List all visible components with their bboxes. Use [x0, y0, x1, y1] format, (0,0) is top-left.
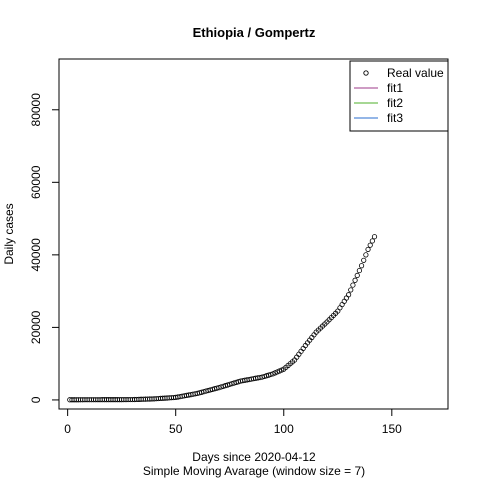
x-tick-label: 0 [64, 422, 71, 436]
data-point [363, 252, 369, 258]
data-point [369, 238, 375, 244]
data-point [371, 234, 378, 240]
legend-label: fit2 [387, 96, 403, 110]
x-tick-label: 150 [382, 422, 402, 436]
legend-label: fit1 [387, 81, 403, 95]
x-tick-label: 100 [274, 422, 294, 436]
data-point [350, 282, 356, 288]
chart-title: Ethiopia / Gompertz [193, 25, 316, 40]
data-point [268, 371, 274, 378]
y-tick-label: 20000 [29, 310, 43, 344]
data-point [345, 292, 352, 298]
data-point [358, 263, 365, 269]
data-point [361, 257, 367, 263]
data-point [354, 272, 360, 279]
x-axis-sublabel: Simple Moving Avarage (window size = 7) [143, 464, 365, 478]
y-axis-label: Daily cases [2, 203, 16, 264]
y-tick-label: 80000 [29, 93, 43, 127]
y-tick-label: 40000 [29, 238, 43, 272]
y-tick-label: 60000 [29, 165, 43, 199]
data-point [348, 287, 354, 293]
data-points [67, 234, 378, 403]
x-tick-label: 50 [169, 422, 183, 436]
legend-box [349, 60, 449, 132]
data-point [352, 277, 358, 283]
data-point [356, 267, 362, 274]
legend-label: Real value [387, 66, 444, 80]
legend-label: fit3 [387, 111, 403, 125]
legend-marker [363, 70, 369, 76]
y-axis: 0 20000 40000 60000 80000 [29, 93, 60, 403]
data-point [367, 242, 373, 248]
y-tick-label: 0 [29, 396, 43, 403]
x-axis-label: Days since 2020-04-12 [192, 450, 316, 464]
x-axis: 0 50 100 150 [64, 408, 402, 436]
data-point [365, 246, 371, 253]
